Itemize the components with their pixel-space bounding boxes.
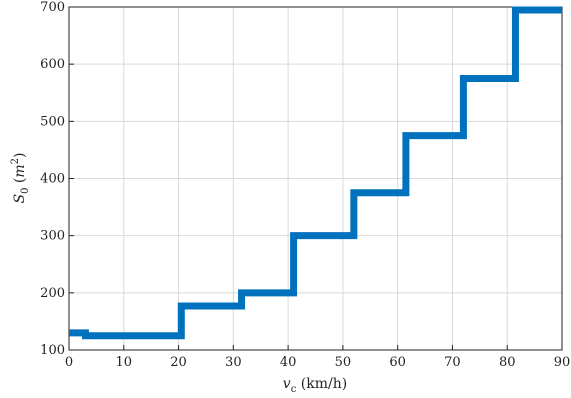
- x-tick-label: 0: [65, 355, 73, 370]
- x-tick-label: 20: [170, 355, 187, 370]
- y-tick-label: 600: [40, 57, 65, 72]
- y-tick-label: 700: [40, 0, 65, 15]
- series-line: [69, 6, 562, 340]
- x-tick-label: 60: [389, 355, 406, 370]
- x-tick-labels: 0 10 20 30 40 50 60 70 80 90: [65, 355, 570, 370]
- x-tick-label: 40: [280, 355, 297, 370]
- y-tick-label: 300: [40, 229, 65, 244]
- grid: [68, 6, 563, 351]
- plot-frame: [68, 6, 563, 351]
- y-tick-label: 200: [40, 286, 65, 301]
- y-tick-label: 400: [40, 172, 65, 187]
- x-axis-label: vc (km/h): [283, 376, 347, 395]
- x-tick-label: 80: [499, 355, 516, 370]
- x-tick-label: 70: [444, 355, 461, 370]
- y-tick-labels: 100 200 300 400 500 600 700: [40, 0, 65, 358]
- y-tick-label: 500: [40, 114, 65, 129]
- x-tick-label: 50: [335, 355, 352, 370]
- x-tick-label: 10: [116, 355, 133, 370]
- y-tick-label: 100: [40, 343, 65, 358]
- y-axis-label: S0 (m2): [10, 152, 31, 203]
- x-tick-label: 30: [225, 355, 242, 370]
- x-tick-label: 90: [554, 355, 571, 370]
